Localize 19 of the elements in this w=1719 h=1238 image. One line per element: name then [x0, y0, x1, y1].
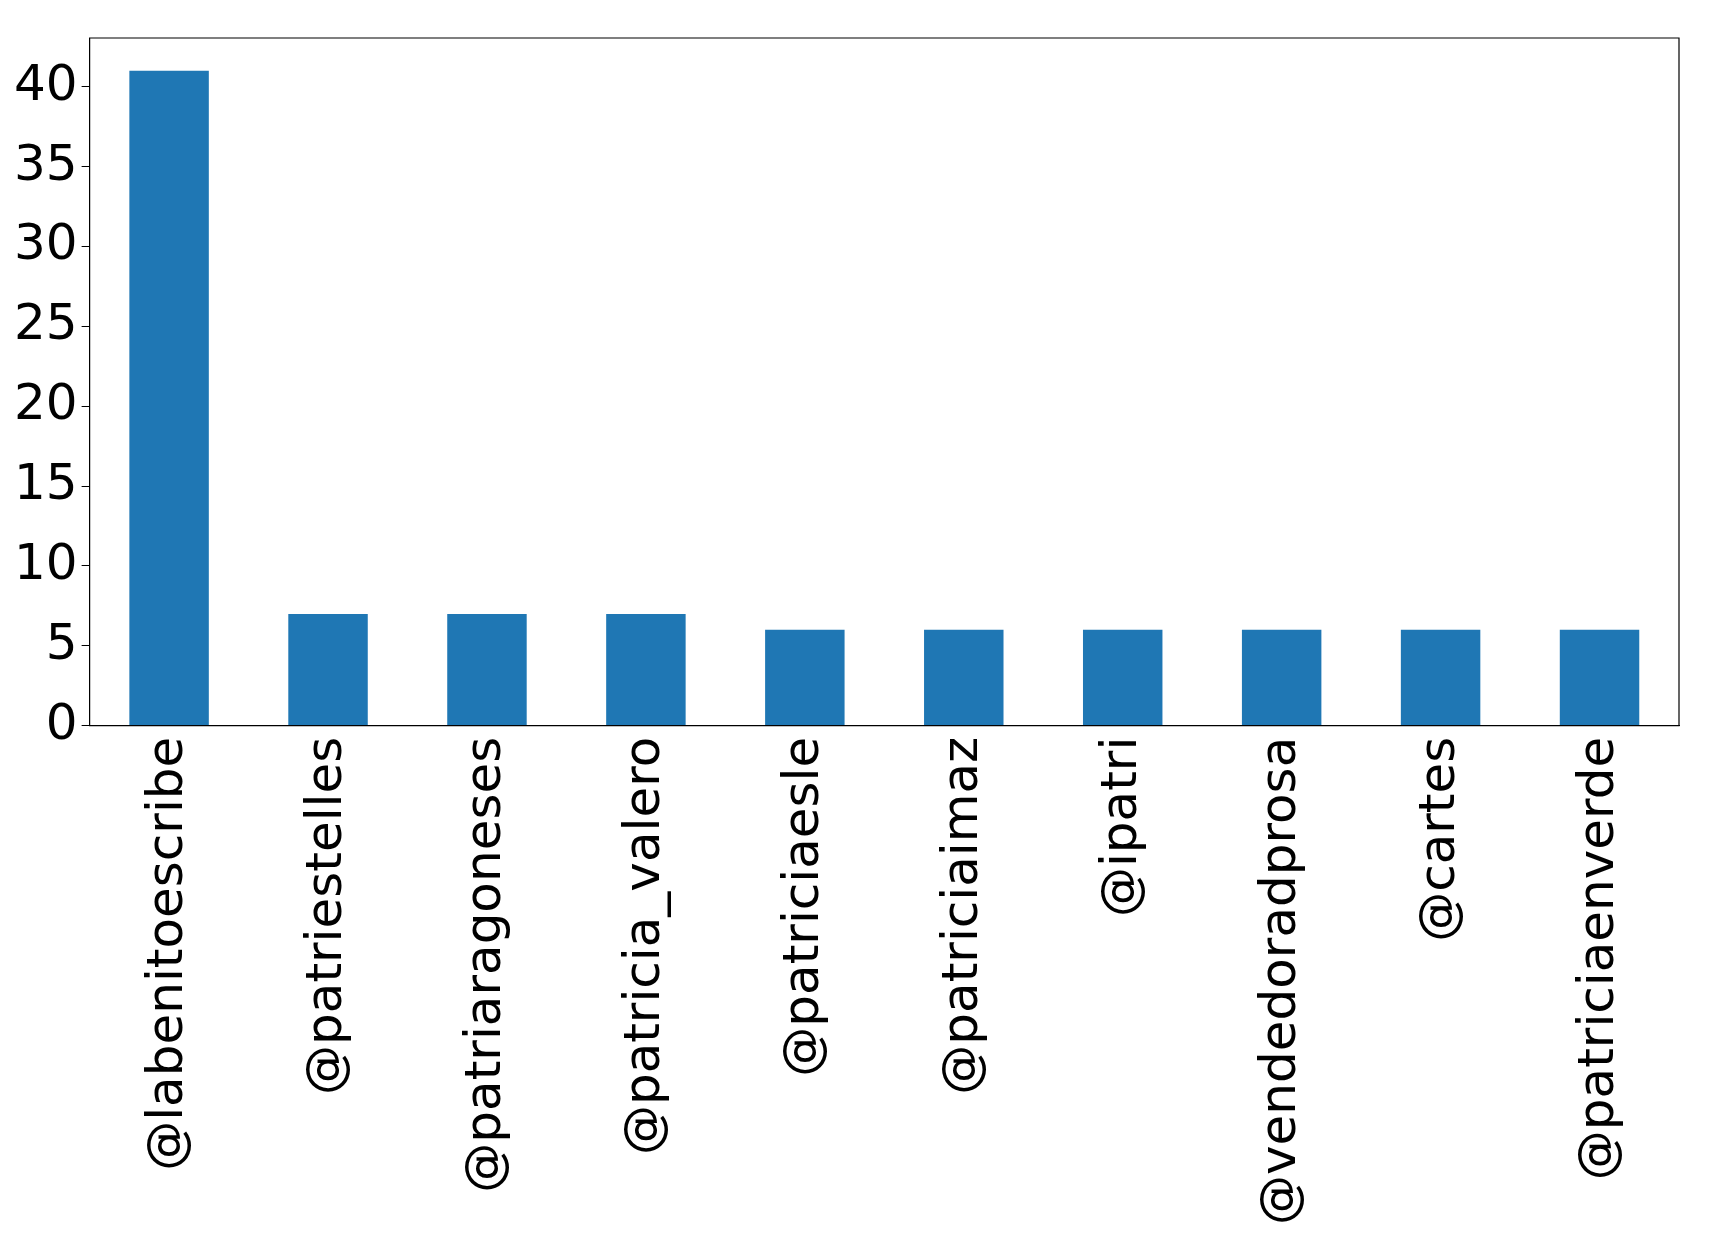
x-tick-label: @patricia_valero [612, 736, 671, 1156]
y-tick-label: 0 [45, 692, 78, 751]
y-tick-label: 10 [14, 532, 78, 591]
x-tick-label: @vendedoradprosa [1248, 736, 1307, 1225]
x-tick-label: @patriciaesle [771, 736, 830, 1077]
x-tick-label: @patriaragoneses [453, 736, 512, 1193]
x-tick-label: @patriciaenverde [1566, 736, 1625, 1181]
y-tick-label: 35 [14, 133, 78, 192]
x-tick-label: @cartes [1407, 736, 1466, 942]
y-tick-label: 25 [14, 293, 78, 352]
y-tick-label: 30 [14, 213, 78, 272]
y-tick-label: 15 [14, 453, 78, 512]
y-tick-label: 5 [45, 612, 78, 671]
y-tick-label: 40 [14, 53, 78, 112]
x-tick-label: @patriestelles [295, 736, 354, 1095]
x-tick-label: @ipatri [1089, 736, 1148, 918]
x-tick-label: @labenitoescribe [136, 736, 195, 1171]
x-tick-label: @patriciaimaz [930, 736, 989, 1095]
y-tick-label: 20 [14, 373, 78, 432]
